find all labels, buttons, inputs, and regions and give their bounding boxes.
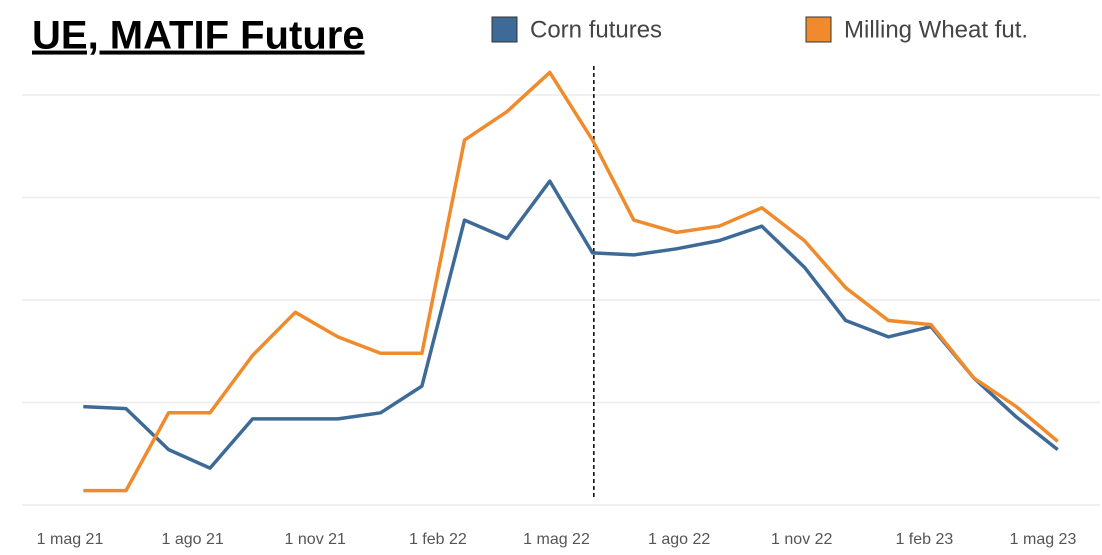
x-tick-label: 1 nov 22: [771, 531, 832, 548]
x-tick-label: 1 mag 21: [37, 531, 104, 548]
chart-title: UE, MATIF Future: [32, 14, 365, 58]
x-tick-label: 1 mag 23: [1010, 531, 1077, 548]
legend-swatch: [805, 16, 832, 43]
x-tick-label: 1 mag 22: [523, 531, 590, 548]
legend-label: Milling Wheat fut.: [844, 16, 1028, 43]
x-tick-label: 1 nov 21: [285, 531, 346, 548]
legend-label: Corn futures: [530, 16, 662, 43]
x-tick-label: 1 feb 23: [895, 531, 953, 548]
x-tick-label: 1 feb 22: [409, 531, 467, 548]
legend-swatch: [491, 16, 518, 43]
series-line: [83, 179, 1059, 470]
x-tick-label: 1 ago 21: [161, 531, 223, 548]
series-line: [83, 70, 1059, 493]
x-tick-label: 1 ago 22: [648, 531, 710, 548]
